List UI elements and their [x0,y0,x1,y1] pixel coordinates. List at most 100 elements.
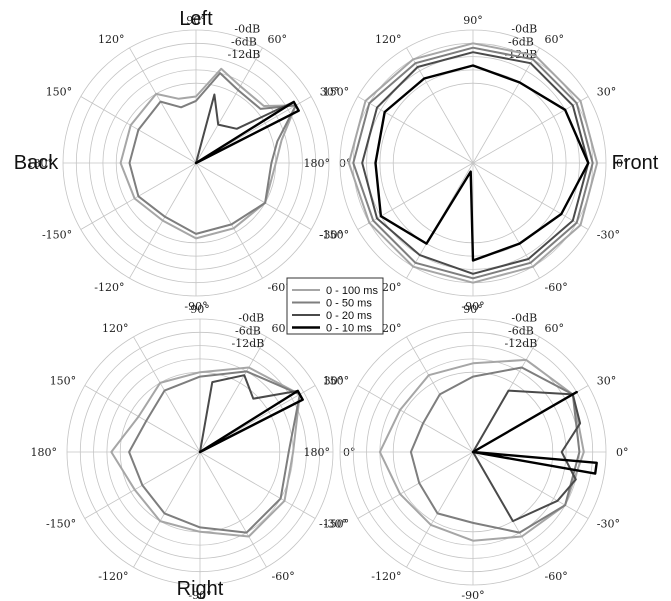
angle-tick-label: 30° [597,86,617,99]
grid-spoke [199,451,316,519]
grid-spoke [133,336,201,453]
polar-panel-top-right: 0°30°60°90°120°150°180°-150°-120°-90°-60… [304,14,629,313]
grid-spoke [195,47,263,164]
db-tick-label: -0dB [234,23,260,36]
grid-spoke [472,47,540,164]
legend-entry: 0 - 50 ms [326,298,372,310]
angle-tick-label: -60° [272,570,295,583]
db-tick-label: -0dB [511,312,537,325]
angle-tick-label: 180° [27,157,54,170]
grid-spoke [199,451,267,568]
angle-tick-label: -30° [597,229,620,242]
grid-spoke [195,162,263,279]
angle-tick-label: -150° [46,518,76,531]
angle-tick-label: -60° [545,570,568,583]
db-tick-label: -12dB [505,337,538,350]
polar-series-line [347,42,599,284]
angle-tick-label: 0° [616,446,629,459]
grid-spoke [406,451,474,568]
angle-tick-label: -90° [461,300,484,313]
angle-tick-label: -150° [319,518,349,531]
grid-spoke [406,47,474,164]
grid-spoke [195,162,312,230]
angle-tick-label: 0° [343,446,356,459]
angle-tick-label: -30° [597,518,620,531]
db-tick-label: -6dB [508,35,534,48]
polar-series-line [110,366,301,538]
angle-tick-label: 180° [304,446,331,459]
grid-spoke [199,336,267,453]
polar-series-line [119,67,297,240]
angle-tick-label: 120° [98,33,125,46]
grid-spoke [357,96,474,164]
angle-tick-label: -120° [98,570,128,583]
db-tick-label: -12dB [232,337,265,350]
angle-tick-label: 90° [190,303,210,316]
polar-panel-bottom-left: 0° 30° 60° 90° 120° 150° 180° -150° -120° -90° -60… [31,303,356,601]
angle-tick-label: 120° [102,322,129,335]
right-label: Right [177,578,224,600]
polar-series-line [194,100,300,165]
angle-tick-label: -90° [188,589,211,601]
angle-tick-label: -150° [42,229,72,242]
angle-tick-label: 60° [268,33,288,46]
polar-series-line [378,358,585,542]
angle-tick-label: -30° [324,518,347,531]
angle-tick-label: 150° [46,86,73,99]
polar-series-line [472,389,582,523]
db-tick-label: -0dB [238,312,264,325]
polar-series-line [198,389,304,454]
polar-series-line [374,64,590,262]
angle-tick-label: 0° [339,157,352,170]
angle-tick-label: 90° [186,14,206,27]
polar-panel-bottom-right: 0°30°60°90°120°150°180°-150°-120°-90°-60… [304,303,629,601]
angle-tick-label: 180° [304,157,331,170]
angle-tick-label: -120° [94,281,124,294]
back-label: Back [14,152,59,174]
angle-tick-label: 90° [463,14,483,27]
grid-spoke [129,47,197,164]
angle-tick-label: -90° [461,589,484,601]
legend-entry: 0 - 10 ms [326,323,372,335]
grid-spoke [357,451,474,519]
grid-spoke [472,162,540,279]
legend-box [286,277,384,335]
db-tick-label: -0dB [511,23,537,36]
angle-tick-label: 120° [375,33,402,46]
grid-spoke [84,385,201,453]
angle-tick-label: -60° [545,281,568,294]
polar-panels: 0° 30° 60° 90° 120° 150° 180° -150° -120° -90° -60… [27,14,629,601]
polar-series-line [471,390,598,475]
polar-series-line [128,370,301,534]
angle-tick-label: 180° [31,446,58,459]
front-label: Front [612,152,659,174]
angle-tick-label: -30° [320,229,343,242]
angle-tick-label: 30° [320,86,340,99]
left-label: Left [179,8,213,30]
legend-entry: 0 - 20 ms [326,310,372,322]
angle-tick-label: -60° [268,281,291,294]
angle-tick-label: 0° [616,157,629,170]
angle-tick-label: 150° [50,375,77,388]
polar-panel-top-left: 0° 30° 60° 90° 120° 150° 180° -150° -120° -90° -60… [27,14,352,313]
angle-tick-label: -90° [184,300,207,313]
polar-series-line [409,366,581,534]
angle-tick-label: 90° [463,303,483,316]
db-tick-label: -6dB [235,324,261,337]
angle-tick-label: 30° [597,375,617,388]
angle-tick-label: -150° [319,229,349,242]
polar-series-line [352,46,594,280]
grid-spoke [472,96,589,164]
legend-entry: 0 - 100 ms [326,285,378,297]
angle-tick-label: -120° [371,570,401,583]
db-tick-label: -6dB [231,35,257,48]
angle-tick-label: 30° [324,375,344,388]
grid-spoke [472,162,589,230]
angle-tick-label: 60° [545,322,565,335]
angle-tick-label: 150° [323,86,350,99]
angle-tick-label: 150° [323,375,350,388]
angle-tick-label: 60° [545,33,565,46]
angle-tick-label: 60° [272,322,292,335]
grid-spoke [357,385,474,453]
